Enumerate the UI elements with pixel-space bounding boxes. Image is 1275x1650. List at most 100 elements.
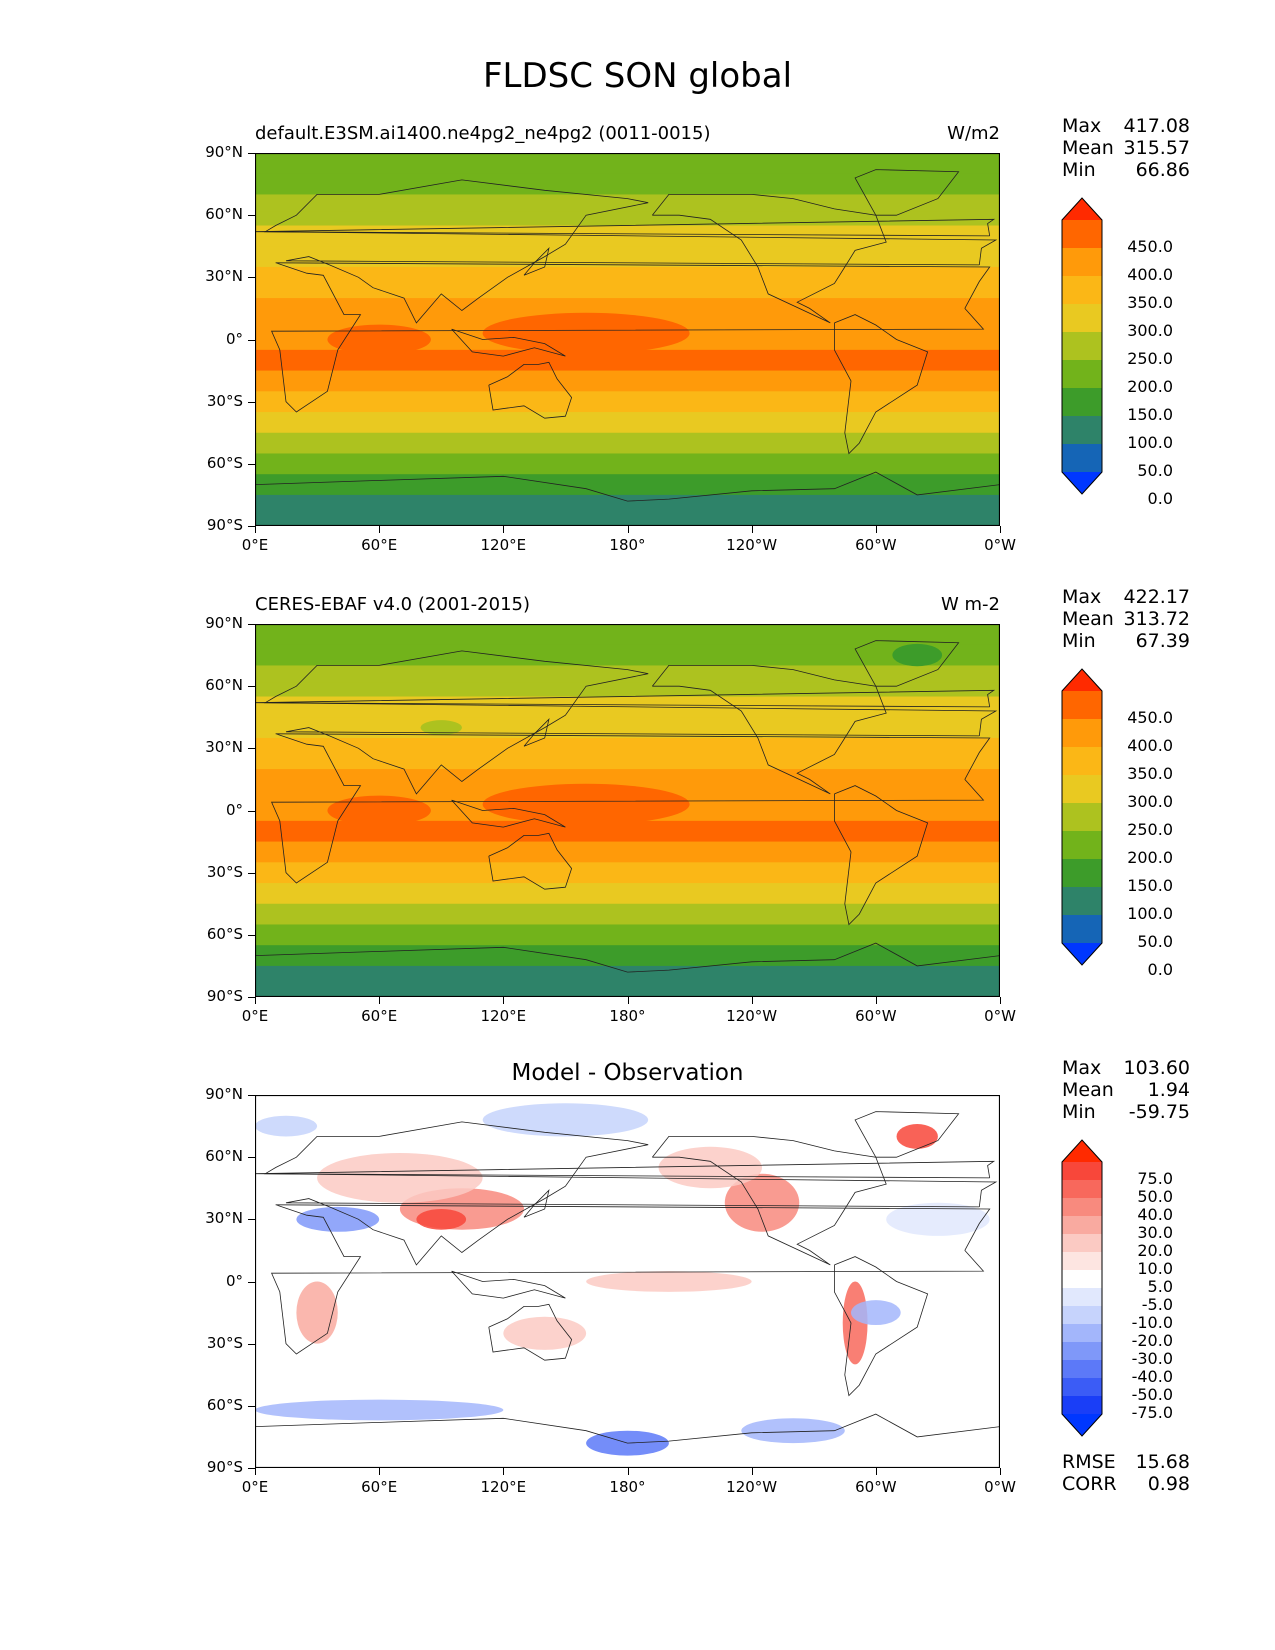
diff-blob bbox=[255, 1115, 318, 1137]
colorbar-segment bbox=[1062, 360, 1102, 389]
map-band bbox=[255, 924, 1000, 946]
colorbar-tick-label: 10.0 bbox=[1137, 1259, 1173, 1278]
lon-tick-mark bbox=[255, 1468, 256, 1475]
lat-tick-label: 30°N bbox=[205, 1209, 243, 1228]
colorbar-segment bbox=[1062, 1396, 1102, 1415]
colorbar-tick-label: 100.0 bbox=[1127, 904, 1173, 923]
map-band bbox=[255, 246, 1000, 268]
colorbar-tick-label: 300.0 bbox=[1127, 321, 1173, 340]
diff-blob bbox=[317, 1153, 483, 1203]
colorbar-tick-label: -40.0 bbox=[1131, 1367, 1173, 1386]
lat-tick-mark bbox=[248, 1157, 255, 1159]
colorbar-tick-label: 300.0 bbox=[1127, 792, 1173, 811]
map-band bbox=[255, 665, 1000, 683]
colorbar-outline bbox=[1061, 197, 1103, 495]
colorbar-segment bbox=[1062, 1270, 1102, 1289]
lat-tick-label: 30°N bbox=[205, 738, 243, 757]
coastline bbox=[270, 262, 991, 413]
lat-tick-mark bbox=[248, 215, 255, 217]
colorbar bbox=[1061, 197, 1103, 495]
panel-units: W/m2 bbox=[947, 123, 1000, 144]
stat-label: Min bbox=[1062, 630, 1096, 652]
colorbar-segment bbox=[1062, 719, 1102, 748]
colorbar-extend-top bbox=[1062, 669, 1102, 691]
colorbar-tick-label: 50.0 bbox=[1137, 461, 1173, 480]
coastline bbox=[488, 1303, 573, 1361]
map-band bbox=[255, 453, 1000, 475]
stat-label: Mean bbox=[1062, 137, 1114, 159]
lon-tick-label: 60°E bbox=[361, 536, 398, 554]
diff-blob bbox=[724, 1173, 800, 1232]
lat-tick-mark bbox=[248, 1095, 255, 1096]
lat-tick-label: 90°S bbox=[206, 516, 243, 534]
diff-blob bbox=[886, 1202, 990, 1236]
coastline bbox=[488, 361, 573, 419]
map-band bbox=[255, 883, 1000, 905]
lon-tick-label: 0°W bbox=[984, 536, 1016, 554]
colorbar-extend-bottom bbox=[1062, 943, 1102, 965]
lon-tick-mark bbox=[751, 526, 753, 533]
colorbar-segment bbox=[1062, 332, 1102, 361]
lon-tick-label: 60°E bbox=[361, 1478, 398, 1496]
lon-tick-label: 180° bbox=[609, 536, 646, 554]
lon-tick-label: 120°E bbox=[480, 536, 527, 554]
warm-pool bbox=[482, 783, 690, 825]
colorbar-tick-label: 5.0 bbox=[1147, 1277, 1173, 1296]
colorbar-tick-label: 50.0 bbox=[1137, 1187, 1173, 1206]
panel-title-left: default.E3SM.ai1400.ne4pg2_ne4pg2 (0011-… bbox=[255, 123, 711, 144]
lon-tick-mark bbox=[255, 997, 256, 1004]
colorbar-tick-label: 150.0 bbox=[1127, 405, 1173, 424]
coastline bbox=[263, 179, 998, 324]
map-panel bbox=[255, 624, 1000, 997]
lon-tick-mark bbox=[627, 526, 629, 533]
coastline bbox=[255, 942, 1000, 997]
lon-tick-label: 0°E bbox=[241, 1007, 269, 1025]
stat-label: CORR bbox=[1062, 1473, 1117, 1495]
map-band bbox=[255, 391, 1000, 413]
colorbar-tick-label: -10.0 bbox=[1131, 1313, 1173, 1332]
map-band bbox=[255, 211, 1000, 227]
colorbar-tick-label: 450.0 bbox=[1127, 237, 1173, 256]
map-panel bbox=[255, 153, 1000, 526]
lat-tick-mark bbox=[248, 686, 255, 688]
lat-tick-label: 0° bbox=[225, 329, 243, 348]
diff-blob bbox=[296, 1281, 338, 1344]
coastline bbox=[255, 689, 996, 708]
colorbar-tick-label: 30.0 bbox=[1137, 1223, 1173, 1242]
lat-tick-label: 90°N bbox=[205, 614, 243, 632]
lat-tick-label: 30°S bbox=[206, 862, 243, 881]
lat-tick-label: 90°S bbox=[206, 987, 243, 1005]
stat-label: Mean bbox=[1062, 608, 1114, 630]
figure-title: FLDSC SON global bbox=[482, 56, 793, 96]
colorbar bbox=[1061, 1139, 1103, 1437]
colorbar-segment bbox=[1062, 775, 1102, 804]
lon-tick-mark bbox=[751, 1468, 753, 1475]
lon-tick-mark bbox=[255, 526, 256, 533]
panel-title-left: CERES-EBAF v4.0 (2001-2015) bbox=[255, 594, 531, 615]
stat-label: Mean bbox=[1062, 1079, 1114, 1101]
lon-tick-label: 60°W bbox=[855, 1007, 897, 1025]
colorbar-segment bbox=[1062, 1252, 1102, 1271]
colorbar-segment bbox=[1062, 915, 1102, 944]
coastline bbox=[270, 733, 991, 884]
map-band bbox=[255, 349, 1000, 372]
map-band bbox=[255, 965, 1000, 997]
coastline bbox=[255, 218, 996, 237]
lon-tick-mark bbox=[875, 997, 877, 1004]
colorbar-outline bbox=[1061, 668, 1103, 966]
lat-tick-mark bbox=[248, 748, 255, 750]
lat-tick-label: 30°S bbox=[206, 1333, 243, 1352]
colorbar-tick-label: 20.0 bbox=[1137, 1241, 1173, 1260]
colorbar-tick-label: 350.0 bbox=[1127, 764, 1173, 783]
diff-blob bbox=[296, 1206, 380, 1232]
lat-tick-label: 30°S bbox=[206, 391, 243, 410]
lat-tick-mark bbox=[248, 339, 255, 341]
lat-tick-mark bbox=[248, 1468, 255, 1469]
lon-tick-label: 120°E bbox=[480, 1007, 527, 1025]
colorbar-segment bbox=[1062, 1324, 1102, 1343]
lon-tick-label: 180° bbox=[609, 1478, 646, 1496]
lat-tick-mark bbox=[248, 153, 255, 154]
stat-value: 417.08 bbox=[1123, 115, 1190, 137]
coastline bbox=[651, 1136, 887, 1266]
map-band bbox=[255, 266, 1000, 282]
